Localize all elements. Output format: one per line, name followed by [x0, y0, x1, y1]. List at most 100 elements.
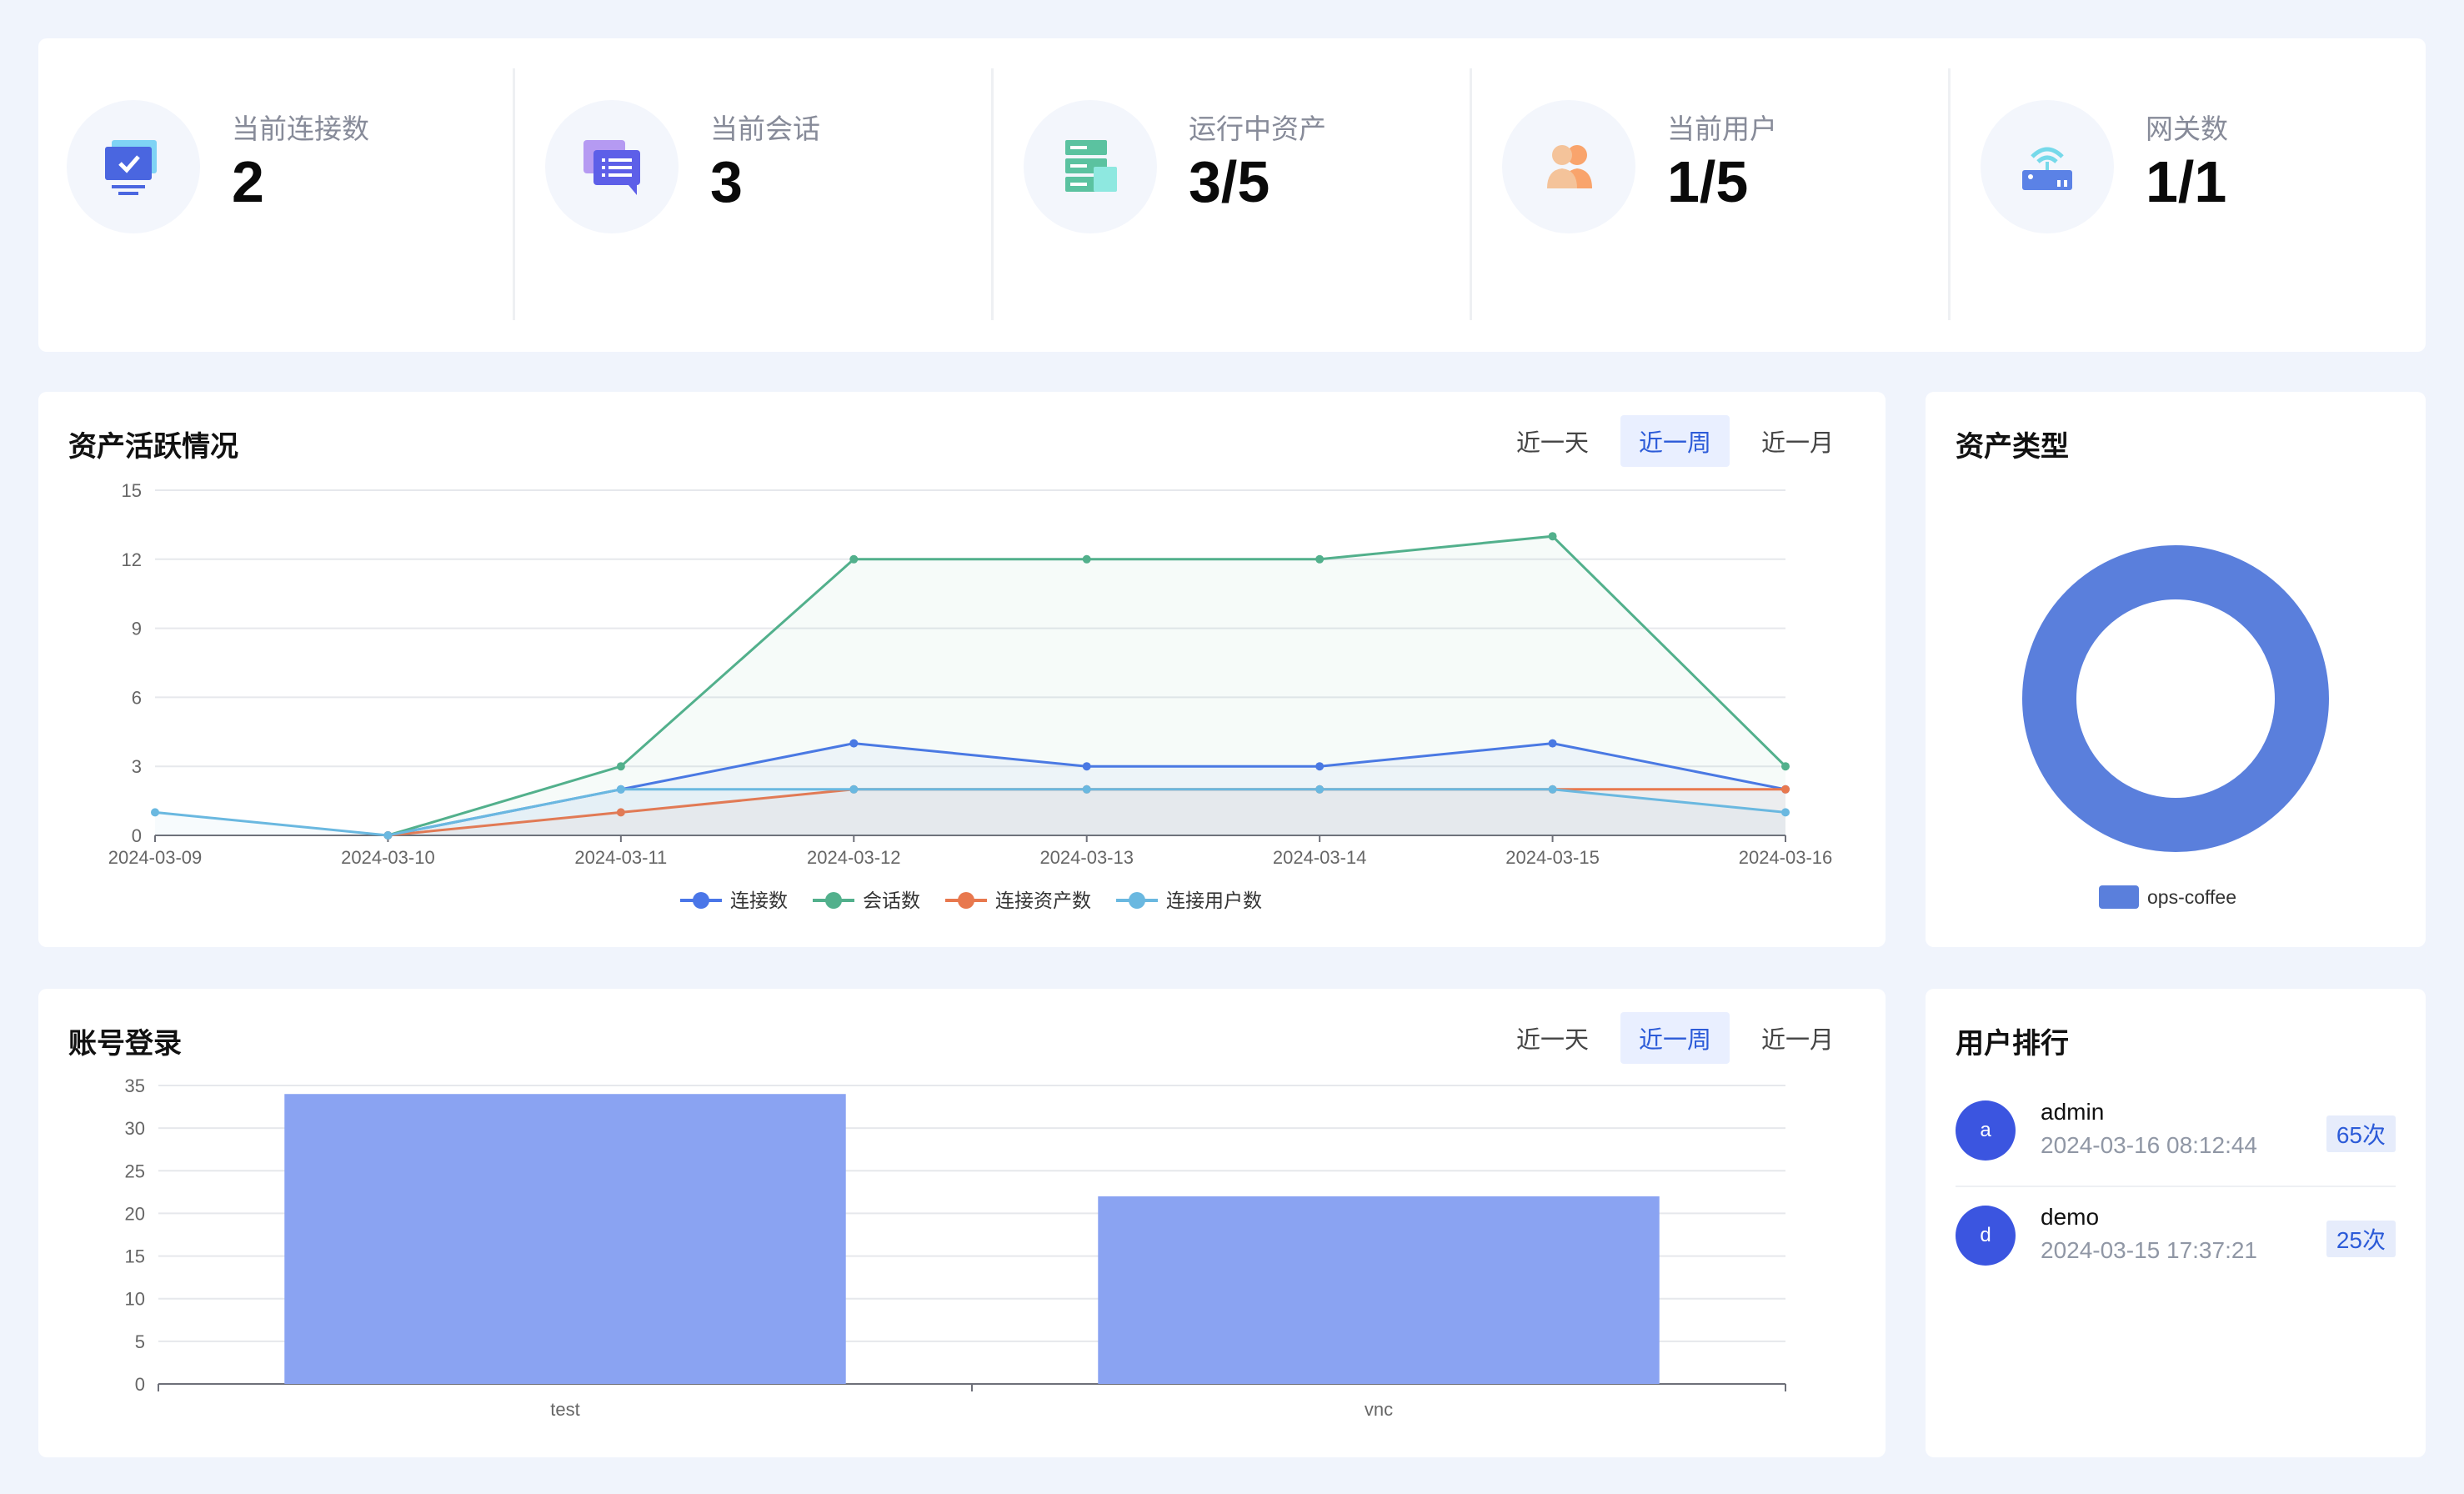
login-count-badge: 25次: [2326, 1221, 2396, 1257]
bar: [284, 1094, 846, 1384]
asset-types-card: 资产类型 ops-coffee: [1926, 392, 2426, 947]
series-line: [154, 788, 1786, 837]
x-tick-label: 2024-03-14: [1273, 847, 1367, 868]
activity-line-chart: 0 3 6 9 12 15 2024-03-09 2024-03-10 2024-03-11 20…: [108, 480, 1833, 911]
stat-value: 2: [232, 149, 264, 214]
y-tick-label: 9: [132, 619, 142, 639]
data-point: [1781, 785, 1790, 794]
account-login-card: 账号登录 近一天 近一周 近一月 0 5 10 15 20 25 30 35 test vnc: [38, 989, 1886, 1457]
data-point: [1781, 808, 1790, 817]
stats-card: 当前连接数 2 当前会话 3: [38, 38, 2426, 352]
last-login-time: 2024-03-16 08:12:44: [2041, 1132, 2257, 1158]
x-tick-label: vnc: [1365, 1399, 1393, 1420]
bar: [1098, 1196, 1660, 1384]
data-point: [1315, 785, 1325, 794]
legend-label: 连接用户数: [1166, 890, 1262, 911]
y-tick-label: 15: [122, 480, 142, 501]
x-tick-label: 2024-03-16: [1739, 847, 1833, 868]
stat-assets: 运行中资产 3/5: [995, 68, 1472, 320]
y-tick-label: 0: [135, 1374, 145, 1395]
y-tick-label: 0: [132, 825, 142, 846]
stat-sessions: 当前会话 3: [517, 68, 994, 320]
user-ranking-card: 用户排行 a admin 2024-03-16 08:12:44 65次 d d…: [1926, 989, 2426, 1457]
stat-label: 网关数: [2146, 113, 2228, 144]
card-title: 账号登录: [68, 1028, 182, 1060]
divider: [1956, 1186, 2396, 1187]
x-tick-label: 2024-03-09: [108, 847, 203, 868]
legend-label: 会话数: [863, 890, 920, 911]
y-tick-label: 10: [125, 1289, 145, 1310]
legend-label: 连接数: [730, 890, 788, 911]
stat-connections: 当前连接数 2: [38, 68, 515, 320]
stat-value: 1/5: [1667, 149, 1749, 214]
y-tick-label: 35: [125, 1075, 145, 1096]
stat-value: 3: [710, 149, 743, 214]
legend-swatch-dot: [825, 892, 842, 909]
series-area: [388, 789, 1785, 835]
divider: [513, 68, 515, 320]
asset-activity-card: 资产活跃情况 近一天 近一周 近一月 0 3 6 9 12 15 2024-03-09 202…: [38, 392, 1886, 947]
stat-label: 当前用户: [1667, 113, 1777, 144]
tab-day[interactable]: 近一天: [1515, 1027, 1589, 1054]
avatar: a: [1956, 1100, 2016, 1161]
tab-week[interactable]: 近一周: [1620, 1012, 1730, 1064]
data-point: [1315, 554, 1325, 564]
stat-value: 3/5: [1189, 149, 1270, 214]
data-point: [849, 554, 859, 564]
data-point: [1082, 785, 1091, 794]
divider: [1948, 68, 1951, 320]
range-tabs: 近一天 近一周 近一月: [1485, 1012, 1852, 1064]
data-point: [151, 808, 159, 817]
pie-slice: [2022, 545, 2329, 852]
data-point: [1548, 739, 1557, 748]
x-tick-label: 2024-03-12: [807, 847, 901, 868]
tab-month[interactable]: 近一月: [1760, 1027, 1834, 1054]
data-point: [616, 808, 625, 817]
data-point: [849, 785, 859, 794]
y-tick-label: 20: [125, 1203, 145, 1224]
data-point: [616, 762, 625, 771]
y-tick-label: 25: [125, 1161, 145, 1181]
x-tick-label: test: [550, 1399, 579, 1420]
card-title: 用户排行: [1956, 1028, 2069, 1060]
y-tick-label: 5: [135, 1331, 145, 1352]
divider: [991, 68, 994, 320]
data-point: [1315, 762, 1325, 771]
tab-day[interactable]: 近一天: [1515, 430, 1589, 457]
stat-value: 1/1: [2146, 149, 2227, 214]
series-area: [388, 536, 1785, 835]
stat-label: 运行中资产: [1189, 113, 1326, 144]
tab-week[interactable]: 近一周: [1620, 415, 1730, 467]
stat-users: 当前用户 1/5: [1474, 68, 1951, 320]
legend-label: 连接资产数: [995, 890, 1091, 911]
y-tick-label: 6: [132, 687, 142, 708]
tab-month[interactable]: 近一月: [1760, 430, 1834, 457]
user-name: demo: [2041, 1204, 2100, 1230]
stat-label: 当前会话: [710, 113, 820, 144]
data-point: [1548, 532, 1557, 541]
stat-gateways: 网关数 1/1: [1952, 68, 2429, 320]
range-tabs: 近一天 近一周 近一月: [1485, 415, 1852, 467]
y-tick-label: 12: [122, 549, 142, 570]
account-login-bar-chart: 0 5 10 15 20 25 30 35 test vnc: [125, 1075, 1786, 1420]
last-login-time: 2024-03-15 17:37:21: [2041, 1237, 2257, 1263]
router-wifi-icon: [1981, 100, 2114, 233]
series-area: [155, 789, 1785, 835]
y-tick-label: 3: [132, 756, 142, 777]
x-tick-label: 2024-03-11: [574, 847, 667, 868]
chat-list-icon: [545, 100, 679, 233]
server-icon: [1024, 100, 1157, 233]
divider: [1470, 68, 1472, 320]
list-item: a admin 2024-03-16 08:12:44 65次: [1956, 1082, 2396, 1187]
card-title: 资产类型: [1956, 431, 2069, 463]
legend-swatch-dot: [958, 892, 974, 909]
x-tick-label: 2024-03-13: [1039, 847, 1134, 868]
data-point: [1082, 762, 1091, 771]
avatar: d: [1956, 1206, 2016, 1266]
legend-label: ops-coffee: [2147, 886, 2236, 908]
monitor-check-icon: [67, 100, 200, 233]
y-tick-label: 30: [125, 1118, 145, 1139]
asset-types-donut-chart: ops-coffee: [2022, 545, 2329, 909]
data-point: [616, 785, 625, 794]
x-tick-label: 2024-03-15: [1505, 847, 1600, 868]
